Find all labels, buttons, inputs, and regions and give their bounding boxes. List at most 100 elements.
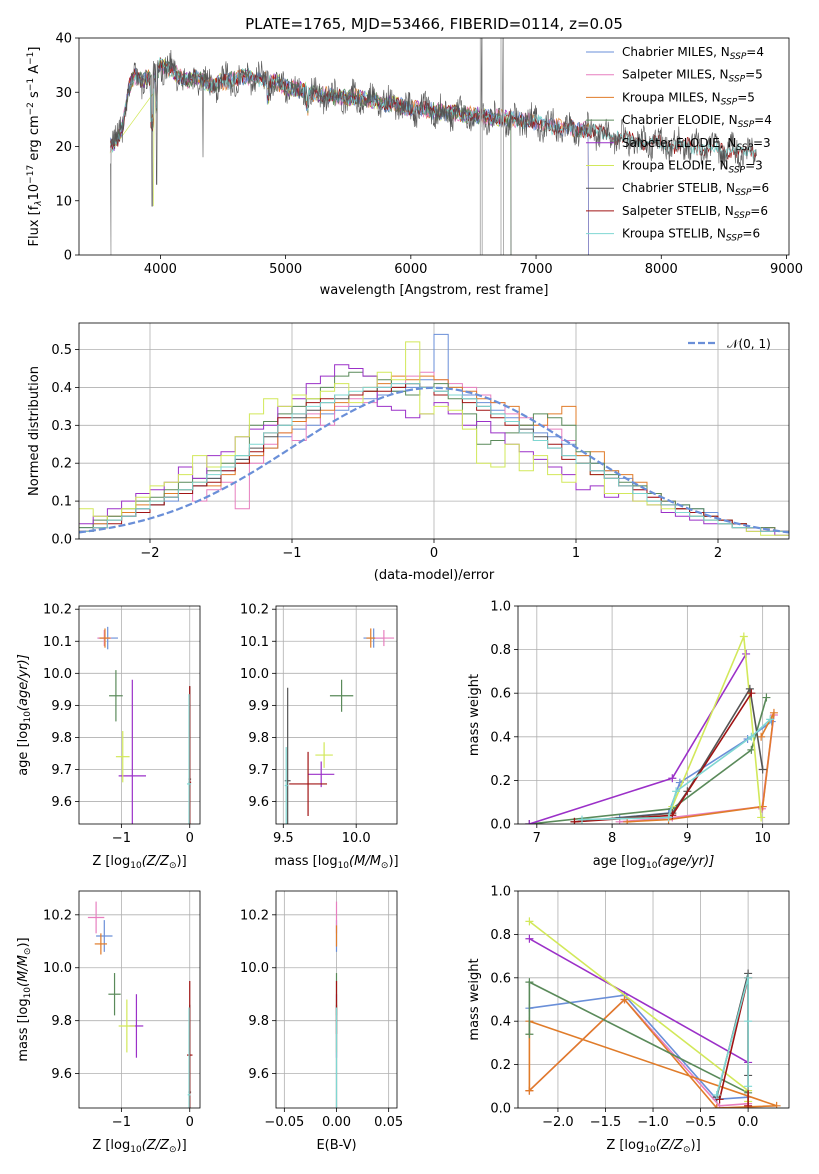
spectrum-xlabel: wavelength [Angstrom, rest frame] <box>320 283 549 298</box>
weight-vs-Z-ytick-label: 1.0 <box>490 885 511 900</box>
weight-vs-age-ytick-label: 1.0 <box>490 600 511 615</box>
weight-vs-Z-ytick-label: 0.6 <box>490 971 511 986</box>
weight-vs-Z-series-line <box>529 938 749 1064</box>
weight-vs-Z-xtick-label: 0.0 <box>738 1115 759 1130</box>
weight-vs-age-xlabel: age [log10(age/yr)] <box>593 854 715 871</box>
age-vs-Z-ytick-label: 10.2 <box>43 603 72 618</box>
weight-vs-Z-point-marker <box>744 973 753 982</box>
residuals-xtick-label: 1 <box>572 546 580 561</box>
age-vs-Z-ytick-label: 9.8 <box>51 731 72 746</box>
weight-vs-Z-series-line <box>715 977 749 1096</box>
weight-vs-age-point-marker <box>769 708 778 717</box>
weight-vs-age-ytick-label: 0.2 <box>490 774 511 789</box>
mass-vs-EBV-xtick-label: 0.00 <box>322 1115 351 1130</box>
mass-vs-EBV-axes: −0.05 0.00 0.05 9.6 9.8 10.0 10.2 <box>240 890 403 1130</box>
mass-vs-EBV-ytick-label: 9.6 <box>248 1067 269 1082</box>
spectrum-legend-label: Chabrier ELODIE, NSSP=4 <box>622 113 772 130</box>
weight-vs-Z-plot-area <box>525 917 781 1108</box>
weight-vs-Z-point-marker <box>525 978 534 987</box>
weight-vs-Z-ytick-label: 0.2 <box>490 1058 511 1073</box>
age-vs-Z-plot-area <box>97 626 192 824</box>
residuals-xtick-label: 2 <box>714 546 722 561</box>
age-vs-Z-ytick-label: 9.6 <box>51 795 72 810</box>
weight-vs-Z-xtick-label: −1.5 <box>590 1115 622 1130</box>
weight-vs-Z-point-marker <box>772 1101 781 1108</box>
age-vs-Z-xlabel: Z [log10(Z/Z⊙)] <box>92 854 186 871</box>
weight-vs-age-point-marker <box>757 732 766 741</box>
histogram-step-line <box>79 383 789 539</box>
age-vs-mass-ytick-label: 9.7 <box>248 763 269 778</box>
age-vs-Z-xtick-label: −1 <box>112 831 131 846</box>
mass-vs-Z-xtick-label: −1 <box>112 1115 131 1130</box>
age-vs-mass-ytick-label: 10.0 <box>240 667 269 682</box>
weight-vs-age-ylabel: mass weight <box>467 674 482 756</box>
weight-vs-age-point-marker <box>570 817 579 824</box>
histogram-step-line <box>79 341 789 539</box>
residuals-legend-label: 𝒩(0, 1) <box>727 337 771 351</box>
residuals-xtick-label: 0 <box>430 546 438 561</box>
residuals-ytick-label: 0.0 <box>51 533 72 548</box>
spectrum-xtick-label: 5000 <box>269 262 302 277</box>
age-vs-mass-frame <box>275 605 398 825</box>
weight-vs-Z-ytick-label: 0.8 <box>490 928 511 943</box>
weight-vs-Z-point-marker <box>712 1104 721 1108</box>
weight-vs-age-plot-area <box>525 632 778 824</box>
weight-vs-Z-point-marker <box>525 1086 534 1095</box>
mass-vs-EBV-xtick-label: −0.05 <box>264 1115 304 1130</box>
weight-vs-age-point-marker <box>668 774 677 783</box>
weight-vs-Z-axes: −2.0 −1.5 −1.0 −0.5 0.0 0.0 0.2 0.4 0.6 0.8 1.0 <box>490 885 790 1130</box>
mass-vs-Z-ytick-label: 9.6 <box>51 1067 72 1082</box>
weight-vs-age-point-marker <box>762 693 771 702</box>
spectrum-ytick-label: 20 <box>55 140 72 155</box>
weight-vs-Z-xtick-label: −0.5 <box>685 1115 717 1130</box>
spectrum-legend-label: Salpeter MILES, NSSP=5 <box>622 68 763 85</box>
spectrum-axes: 4000 5000 6000 7000 8000 9000 0 10 20 30 40 <box>55 32 803 278</box>
residuals-ytick-label: 0.1 <box>51 495 72 510</box>
spectrum-ylabel: Flux [fλ10−17 erg cm−2 s−1 A−1] <box>26 47 44 247</box>
spectrum-data-line <box>110 38 757 255</box>
mass-vs-Z-ylabel: mass [log10(M/M⊙)] <box>16 937 33 1061</box>
residuals-plot-area <box>79 333 789 539</box>
mass-vs-Z-frame <box>78 890 201 1109</box>
residuals-ytick-label: 0.2 <box>51 457 72 472</box>
weight-vs-Z-point-marker <box>744 1082 753 1091</box>
spectrum-xtick-label: 7000 <box>520 262 553 277</box>
weight-vs-age-point-marker <box>664 813 673 822</box>
spectrum-ytick-label: 10 <box>55 194 72 209</box>
age-vs-mass-xtick-label: 10.0 <box>342 831 371 846</box>
age-vs-mass-ytick-label: 9.8 <box>248 731 269 746</box>
age-vs-Z-ytick-label: 9.9 <box>51 699 72 714</box>
age-vs-mass-ytick-label: 10.1 <box>240 635 269 650</box>
residuals-ytick-label: 0.5 <box>51 343 72 358</box>
weight-vs-Z-point-marker <box>525 934 534 943</box>
residuals-xtick-label: −2 <box>140 546 159 561</box>
weight-vs-Z-point-marker <box>744 1017 753 1026</box>
residuals-ylabel: Normed distribution <box>27 366 42 496</box>
weight-vs-age-ytick-label: 0.6 <box>490 687 511 702</box>
mass-vs-Z-axes: −1 0 9.6 9.8 10.0 10.2 <box>43 890 201 1130</box>
weight-vs-age-point-marker <box>525 820 534 824</box>
mass-vs-Z-ytick-label: 9.8 <box>51 1014 72 1029</box>
spectrum-legend-label: Salpeter ELODIE, NSSP=3 <box>622 136 771 153</box>
mass-vs-Z-plot-area <box>87 901 193 1108</box>
spectrum-model-line <box>109 56 757 160</box>
weight-vs-age-xtick-label: 9 <box>683 831 691 846</box>
weight-vs-age-frame <box>517 605 790 825</box>
spectrum-legend-label: Kroupa MILES, NSSP=5 <box>622 90 755 107</box>
residuals-axes: −2 −1 0 1 2 0.0 0.1 0.2 0.3 0.4 0.5 <box>51 322 790 561</box>
weight-vs-Z-xtick-label: −2.0 <box>542 1115 574 1130</box>
weight-vs-Z-ylabel: mass weight <box>467 958 482 1040</box>
age-vs-mass-ytick-label: 9.6 <box>248 795 269 810</box>
age-vs-Z-xtick-label: 0 <box>186 831 194 846</box>
weight-vs-Z-point-marker <box>620 995 629 1004</box>
weight-vs-age-point-marker <box>745 684 754 693</box>
mass-vs-EBV-xtick-label: 0.05 <box>374 1115 403 1130</box>
spectrum-xtick-label: 4000 <box>144 262 177 277</box>
weight-vs-age-ytick-label: 0.4 <box>490 730 511 745</box>
weight-vs-age-axes: 7 8 9 10 0.0 0.2 0.4 0.6 0.8 1.0 <box>490 600 790 846</box>
mass-vs-Z-ytick-label: 10.0 <box>43 961 72 976</box>
weight-vs-Z-ytick-label: 0.4 <box>490 1015 511 1030</box>
spectrum-xtick-label: 8000 <box>645 262 678 277</box>
